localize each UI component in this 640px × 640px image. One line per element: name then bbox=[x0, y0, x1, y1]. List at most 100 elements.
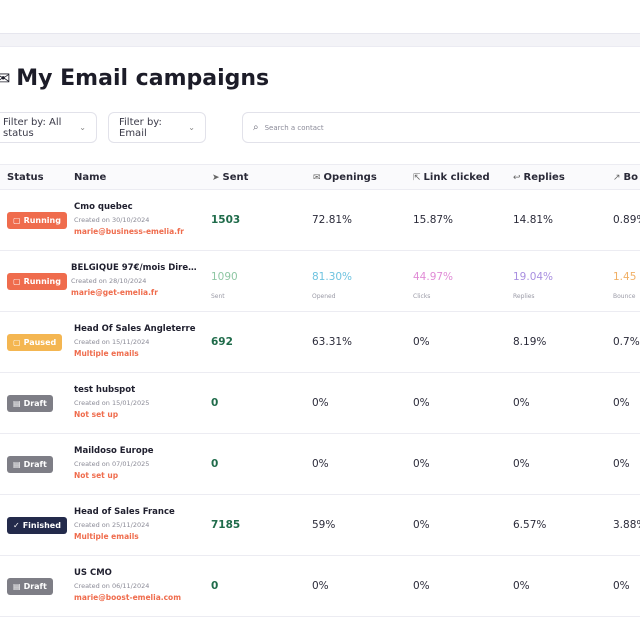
top-bar bbox=[0, 0, 640, 34]
pause-icon: ▢ bbox=[13, 338, 21, 347]
replies-value: 0% bbox=[513, 397, 530, 409]
created-date: Created on 28/10/2024 bbox=[71, 277, 147, 285]
openings-value: 72.81% bbox=[312, 214, 353, 226]
table-row[interactable]: ✓ Finished Head of Sales France Created o… bbox=[0, 495, 640, 556]
campaign-name[interactable]: Head of Sales France bbox=[74, 507, 175, 517]
created-date: Created on 07/01/2025 bbox=[74, 460, 150, 468]
column-bounces-label: Bo bbox=[623, 172, 639, 183]
sent-sublabel: Sent bbox=[211, 293, 225, 300]
link-clicked-value: 0% bbox=[413, 336, 430, 348]
campaign-info: Head Of Sales Angleterre Created on 15/1… bbox=[74, 324, 204, 358]
status-badge: ▢ Running bbox=[7, 273, 67, 290]
campaign-name[interactable]: Head Of Sales Angleterre bbox=[74, 324, 196, 334]
status-label: Running bbox=[23, 277, 61, 286]
search-input[interactable]: ⌕ Search a contact bbox=[242, 112, 640, 143]
campaign-name[interactable]: Cmo quebec bbox=[74, 202, 133, 212]
openings-value: 63.31% bbox=[312, 336, 353, 348]
status-label: Finished bbox=[22, 521, 61, 530]
campaign-name[interactable]: US CMO bbox=[74, 568, 112, 578]
document-icon: ▤ bbox=[13, 399, 21, 408]
campaign-info: BELGIQUE 97€/mois Directeu... Created on… bbox=[71, 263, 201, 297]
column-link-clicked[interactable]: ⇱ Link clicked bbox=[413, 165, 490, 191]
envelope-open-icon: ✉ bbox=[313, 173, 321, 183]
bounces-sublabel: Bounce bbox=[613, 293, 636, 300]
status-label: Draft bbox=[23, 582, 47, 591]
link-clicked-value: 0% bbox=[413, 519, 430, 531]
check-icon: ✓ bbox=[13, 521, 20, 530]
campaign-info: US CMO Created on 06/11/2024 marie@boost… bbox=[74, 568, 204, 602]
search-icon: ⌕ bbox=[253, 122, 259, 133]
sent-value: 1090 bbox=[211, 271, 238, 283]
openings-value: 81.30% bbox=[312, 271, 353, 283]
play-icon: ▢ bbox=[13, 216, 21, 225]
status-filter-dropdown[interactable]: Filter by: All status ⌄ bbox=[0, 112, 97, 143]
created-date: Created on 06/11/2024 bbox=[74, 582, 150, 590]
column-bounces[interactable]: ↗ Bo bbox=[613, 165, 638, 191]
column-sent[interactable]: ➤ Sent bbox=[212, 165, 248, 191]
sent-value: 0 bbox=[211, 580, 219, 592]
created-date: Created on 15/01/2025 bbox=[74, 399, 150, 407]
table-row[interactable]: ▤ Draft test hubspot Created on 15/01/202… bbox=[0, 373, 640, 434]
document-icon: ▤ bbox=[13, 460, 21, 469]
replies-value: 0% bbox=[513, 458, 530, 470]
campaign-name[interactable]: Maildoso Europe bbox=[74, 446, 154, 456]
status-badge: ✓ Finished bbox=[7, 517, 67, 534]
table-row[interactable]: ▤ Draft US CMO Created on 06/11/2024 mari… bbox=[0, 556, 640, 617]
chevron-down-icon: ⌄ bbox=[79, 123, 86, 132]
link-clicked-value: 44.97% bbox=[413, 271, 454, 283]
openings-value: 0% bbox=[312, 397, 329, 409]
email-filter-dropdown[interactable]: Filter by: Email ⌄ bbox=[108, 112, 206, 143]
column-openings[interactable]: ✉ Openings bbox=[313, 165, 377, 191]
campaign-name[interactable]: test hubspot bbox=[74, 385, 136, 395]
replies-value: 0% bbox=[513, 580, 530, 592]
column-replies[interactable]: ↩ Replies bbox=[513, 165, 565, 191]
bounces-value: 0% bbox=[613, 397, 630, 409]
sender-email[interactable]: Multiple emails bbox=[74, 532, 139, 541]
replies-value: 8.19% bbox=[513, 336, 547, 348]
page-title: ✉ My Email campaigns bbox=[0, 66, 269, 91]
table-row[interactable]: ▤ Draft Maildoso Europe Created on 07/01/… bbox=[0, 434, 640, 495]
document-icon: ▤ bbox=[13, 582, 21, 591]
link-clicked-value: 0% bbox=[413, 397, 430, 409]
campaign-name[interactable]: BELGIQUE 97€/mois Directeu... bbox=[71, 263, 201, 273]
sent-value: 1503 bbox=[211, 214, 241, 226]
send-icon: ➤ bbox=[212, 173, 220, 183]
status-badge: ▤ Draft bbox=[7, 456, 53, 473]
replies-value: 19.04% bbox=[513, 271, 554, 283]
table-row[interactable]: ▢ Running Cmo quebec Created on 30/10/202… bbox=[0, 190, 640, 251]
campaign-info: Maildoso Europe Created on 07/01/2025 No… bbox=[74, 446, 204, 480]
openings-sublabel: Opened bbox=[312, 293, 336, 300]
email-filter-label: Filter by: Email bbox=[119, 116, 162, 139]
sender-email[interactable]: marie@business-emelia.fr bbox=[74, 227, 184, 236]
sender-email[interactable]: marie@get-emelia.fr bbox=[71, 288, 158, 297]
replies-value: 14.81% bbox=[513, 214, 554, 226]
table-row[interactable]: ▢ Paused Head Of Sales Angleterre Created… bbox=[0, 312, 640, 373]
sender-email[interactable]: Not set up bbox=[74, 410, 119, 419]
sent-value: 692 bbox=[211, 336, 233, 348]
column-status[interactable]: Status bbox=[7, 172, 44, 183]
bounces-value: 3.88% bbox=[613, 519, 640, 531]
openings-value: 0% bbox=[312, 458, 329, 470]
openings-value: 0% bbox=[312, 580, 329, 592]
status-label: Draft bbox=[23, 460, 47, 469]
sent-value: 7185 bbox=[211, 519, 241, 531]
status-badge: ▢ Running bbox=[7, 212, 67, 229]
sent-value: 0 bbox=[211, 397, 219, 409]
table-row[interactable]: ▢Running BELGIQUE 97€/mois Directeu... C… bbox=[0, 251, 640, 312]
status-label: Paused bbox=[23, 338, 57, 347]
bounces-value: 0.89% bbox=[613, 214, 640, 226]
header-band bbox=[0, 34, 640, 46]
created-date: Created on 30/10/2024 bbox=[74, 216, 150, 224]
sender-email[interactable]: Multiple emails bbox=[74, 349, 139, 358]
link-sublabel: Clicks bbox=[413, 293, 431, 300]
sender-email[interactable]: Not set up bbox=[74, 471, 119, 480]
status-label: Running bbox=[23, 216, 61, 225]
status-badge: ▤ Draft bbox=[7, 395, 53, 412]
table-header: Status Name ➤ Sent ✉ Openings ⇱ Link clicke… bbox=[0, 164, 640, 190]
replies-sublabel: Replies bbox=[513, 293, 535, 300]
column-name[interactable]: Name bbox=[74, 172, 107, 183]
column-openings-label: Openings bbox=[323, 172, 377, 183]
campaign-info: Cmo quebec Created on 30/10/2024 marie@b… bbox=[74, 202, 204, 236]
sender-email[interactable]: marie@boost-emelia.com bbox=[74, 593, 182, 602]
campaign-info: Head of Sales France Created on 25/11/20… bbox=[74, 507, 204, 541]
